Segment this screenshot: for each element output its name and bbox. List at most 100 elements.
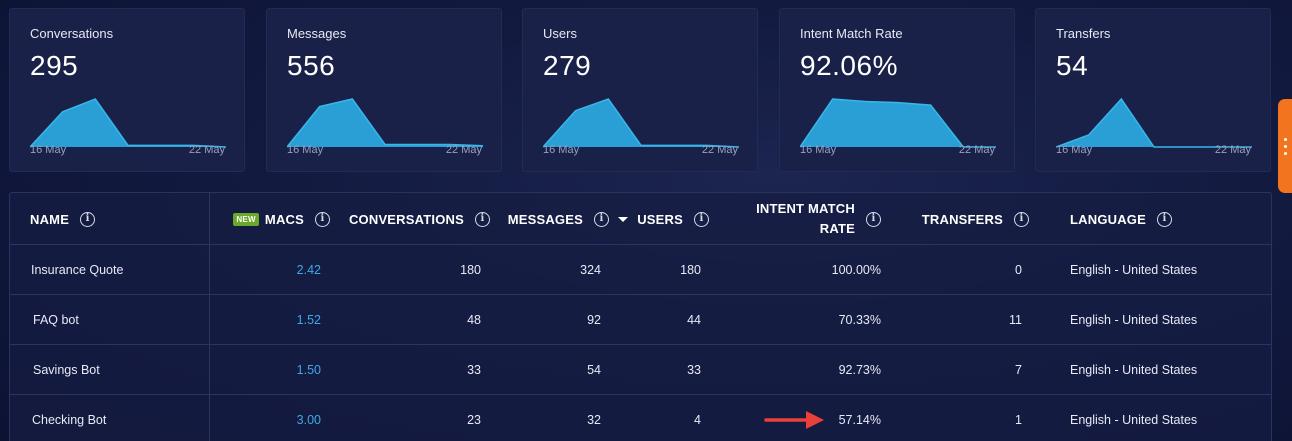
date-end-label: 22 May <box>958 144 995 156</box>
card-title: Users <box>543 26 577 41</box>
card-title: Intent Match Rate <box>800 26 903 41</box>
sparkline-area <box>30 99 226 147</box>
header-label: INTENT MATCH RATE <box>756 199 855 239</box>
card-value: 556 <box>287 50 336 81</box>
sparkline-chart <box>1056 97 1252 148</box>
header-label-line: RATE <box>819 221 855 236</box>
sparkline-line <box>30 98 226 148</box>
header-label: USERS <box>637 211 683 227</box>
bot-name-cell[interactable]: FAQ bot <box>33 313 79 327</box>
sparkline-chart <box>543 98 739 148</box>
bot-name-cell[interactable]: Checking Bot <box>32 413 107 427</box>
column-header-messages[interactable]: MESSAGES i <box>490 193 628 245</box>
table-row[interactable]: FAQ bot 1.52 48 92 44 70.33% 11 English … <box>10 295 1271 345</box>
date-start-label: 16 May <box>1056 144 1093 156</box>
sparkline-chart <box>287 98 483 148</box>
column-header-transfers[interactable]: TRANSFERS i <box>881 193 1029 245</box>
header-label: TRANSFERS <box>921 211 1003 227</box>
macs-link[interactable]: 3.00 <box>296 413 321 427</box>
card-transfers[interactable]: Transfers 54 16 May 22 May <box>1035 8 1271 172</box>
header-label: NAME <box>30 211 70 227</box>
info-icon[interactable]: i <box>694 211 709 227</box>
intent-match-rate-cell: 92.73% <box>838 363 881 377</box>
transfers-cell: 1 <box>1015 413 1022 427</box>
info-icon[interactable]: i <box>1014 211 1029 227</box>
messages-cell: 324 <box>580 263 601 277</box>
sparkline-area <box>1056 99 1252 147</box>
messages-cell: 32 <box>587 413 601 427</box>
new-badge: NEW <box>233 212 259 226</box>
intent-match-rate-cell: 70.33% <box>838 313 881 327</box>
info-icon[interactable]: i <box>866 211 881 227</box>
card-value: 295 <box>30 50 79 81</box>
sparkline-area <box>800 99 996 147</box>
users-cell: 33 <box>687 363 701 377</box>
sparkline-area <box>543 99 739 147</box>
card-users[interactable]: Users 279 16 May 22 May <box>522 8 758 172</box>
column-header-language[interactable]: LANGUAGE i <box>1070 193 1260 245</box>
macs-link[interactable]: 2.42 <box>296 263 321 277</box>
bot-name-cell[interactable]: Savings Bot <box>33 363 100 377</box>
intent-match-rate-cell: 57.14% <box>838 413 881 427</box>
card-title: Conversations <box>30 26 114 41</box>
info-icon[interactable]: i <box>1157 211 1172 227</box>
sparkline-line <box>1056 97 1252 148</box>
header-label: MACS <box>264 211 304 227</box>
sort-descending-icon[interactable] <box>618 216 628 222</box>
table-row[interactable]: Insurance Quote 2.42 180 324 180 100.00%… <box>10 245 1271 295</box>
info-icon[interactable]: i <box>594 211 609 227</box>
card-value: 92.06% <box>800 50 898 81</box>
metric-cards: Conversations 295 16 May 22 May Messages… <box>9 8 1273 172</box>
date-end-label: 22 May <box>1214 144 1251 156</box>
table-row[interactable]: Checking Bot 3.00 23 32 4 57.14% 1 Engli… <box>10 395 1271 441</box>
info-icon[interactable]: i <box>80 211 96 227</box>
sparkline-line <box>800 98 996 148</box>
macs-link[interactable]: 1.50 <box>296 363 321 377</box>
card-title: Transfers <box>1056 26 1111 41</box>
card-title: Messages <box>287 26 347 41</box>
date-end-label: 22 May <box>701 144 738 156</box>
transfers-cell: 0 <box>1015 263 1022 277</box>
more-dots-icon <box>1283 137 1287 141</box>
sparkline-line <box>543 98 739 148</box>
more-dots-icon <box>1283 151 1287 155</box>
language-cell: English - United States <box>1070 413 1198 427</box>
date-start-label: 16 May <box>287 144 324 156</box>
sparkline-chart <box>800 98 996 148</box>
card-messages[interactable]: Messages 556 16 May 22 May <box>266 8 502 172</box>
conversations-cell: 33 <box>467 363 481 377</box>
column-header-users[interactable]: USERS i <box>628 193 709 245</box>
users-cell: 44 <box>687 313 701 327</box>
column-header-name[interactable]: NAME i <box>30 193 200 245</box>
language-cell: English - United States <box>1070 313 1198 327</box>
header-label: CONVERSATIONS <box>348 211 464 227</box>
macs-link[interactable]: 1.52 <box>296 313 321 327</box>
conversations-cell: 23 <box>467 413 481 427</box>
card-value: 54 <box>1056 50 1089 81</box>
column-header-conversations[interactable]: CONVERSATIONS i <box>330 193 490 245</box>
language-cell: English - United States <box>1070 363 1198 377</box>
card-conversations[interactable]: Conversations 295 16 May 22 May <box>9 8 245 172</box>
header-label: LANGUAGE <box>1070 211 1146 227</box>
side-panel-handle[interactable] <box>1278 99 1292 193</box>
header-label-line: INTENT MATCH <box>756 201 855 216</box>
table-row[interactable]: Savings Bot 1.50 33 54 33 92.73% 7 Engli… <box>10 345 1271 395</box>
table-header: NAME i NEW MACS i CONVERSATIONS i MESSAG… <box>10 193 1271 245</box>
messages-cell: 54 <box>587 363 601 377</box>
info-icon[interactable]: i <box>315 211 330 227</box>
sparkline-line <box>287 98 483 148</box>
column-header-intent-match-rate[interactable]: INTENT MATCH RATE i <box>709 193 881 245</box>
users-cell: 180 <box>680 263 701 277</box>
conversations-cell: 180 <box>460 263 481 277</box>
transfers-cell: 7 <box>1015 363 1022 377</box>
header-label: MESSAGES <box>507 211 583 227</box>
date-start-label: 16 May <box>30 144 67 156</box>
transfers-cell: 11 <box>1009 313 1022 327</box>
info-icon[interactable]: i <box>475 211 490 227</box>
card-value: 279 <box>543 50 592 81</box>
conversations-cell: 48 <box>467 313 481 327</box>
bot-name-cell[interactable]: Insurance Quote <box>31 263 124 277</box>
intent-match-rate-cell: 100.00% <box>831 263 881 277</box>
card-intent-match-rate[interactable]: Intent Match Rate 92.06% 16 May 22 May <box>779 8 1015 172</box>
column-header-macs[interactable]: NEW MACS i <box>210 193 330 245</box>
